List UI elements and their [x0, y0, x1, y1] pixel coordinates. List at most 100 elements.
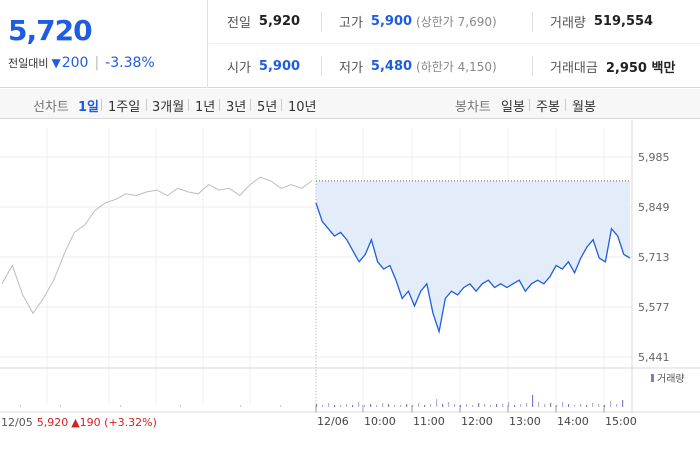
divider	[529, 99, 530, 111]
candle-daily[interactable]: 일봉	[501, 100, 525, 115]
divider	[281, 99, 282, 111]
volume-bar	[364, 405, 366, 407]
change-percent: -3.38%	[105, 55, 155, 71]
prev-day-date: 12/05	[1, 416, 33, 429]
volume-bar	[532, 395, 534, 407]
x-tick-label: 14:00	[557, 415, 589, 428]
period-1w[interactable]: 1주일	[108, 100, 141, 115]
x-tick-label: 13:00	[509, 415, 541, 428]
volume-bar	[496, 404, 498, 407]
volume-bar	[448, 402, 450, 407]
divider	[250, 99, 251, 111]
y-tick-label: 5,985	[638, 151, 670, 164]
divider	[146, 99, 147, 111]
stat-label: 전일	[227, 16, 251, 31]
volume-bar-prev	[240, 405, 241, 407]
period-10y[interactable]: 10년	[288, 100, 317, 115]
volume-bar	[556, 405, 558, 407]
divider	[219, 99, 220, 111]
volume-bar	[352, 405, 354, 407]
x-tick-label: 15:00	[605, 415, 637, 428]
period-3y[interactable]: 3년	[226, 100, 247, 115]
volume-bar	[358, 402, 360, 407]
volume-bar	[418, 403, 420, 407]
y-tick-label: 5,441	[638, 351, 670, 364]
stat-volume: 거래량 519,554	[550, 0, 653, 44]
price-chart[interactable]: 5,985 5,849 5,713 5,577 5,441 거래량 12/06 10:00 11…	[0, 120, 700, 450]
divider	[101, 99, 102, 111]
below-prev-close-fill	[316, 180, 630, 332]
x-tick-label: 12/06	[317, 415, 349, 428]
stats-row-2: 시가 5,900 저가 5,480 (하한가 4,150) 거래대금 2,950…	[209, 44, 700, 88]
stat-open: 시가 5,900	[227, 44, 300, 88]
period-1d[interactable]: 1일	[78, 100, 100, 115]
stat-label: 거래대금	[550, 60, 598, 76]
stat-value: 5,900	[258, 58, 301, 74]
volume-bar	[562, 402, 564, 407]
candle-chart-label: 봉차트	[455, 100, 491, 115]
candle-monthly[interactable]: 월봉	[572, 100, 596, 115]
stat-value: 5,480	[370, 58, 413, 74]
price-box: 5,720 전일대비 ▼ 200 | -3.38%	[0, 0, 208, 88]
prev-day-close: 5,920	[36, 416, 69, 429]
volume-bar	[412, 405, 414, 407]
divider	[532, 56, 533, 76]
volume-bar	[382, 403, 384, 407]
volume-bar	[472, 405, 474, 407]
x-tick-label: 10:00	[364, 415, 396, 428]
volume-bar	[400, 405, 402, 407]
volume-bar	[580, 404, 582, 407]
volume-bar	[592, 403, 594, 407]
volume-bar-prev	[20, 405, 21, 407]
volume-bar	[544, 404, 546, 407]
volume-bar	[442, 404, 444, 407]
upper-limit: (상한가 7,690)	[416, 15, 497, 29]
volume-bar	[622, 400, 624, 407]
stat-amount: 거래대금 2,950 백만	[550, 44, 675, 88]
volume-bar	[424, 405, 426, 407]
stat-value: 2,950 백만	[605, 60, 676, 76]
volume-bar	[328, 403, 330, 407]
volume-legend-swatch	[651, 374, 654, 382]
volume-bar	[388, 404, 390, 407]
stat-low: 저가 5,480 (하한가 4,150)	[339, 44, 497, 88]
divider	[321, 56, 322, 76]
stat-label: 시가	[227, 60, 251, 76]
price-line	[315, 202, 631, 335]
divider	[321, 12, 322, 32]
down-arrow-icon: ▼	[51, 56, 61, 70]
volume-bar	[538, 402, 540, 407]
volume-bar-prev	[60, 405, 61, 407]
x-tick-label: 11:00	[413, 415, 445, 428]
candle-weekly[interactable]: 주봉	[536, 100, 560, 115]
volume-bar	[406, 404, 408, 407]
quote-header: 5,720 전일대비 ▼ 200 | -3.38% 전일 5,920 고가 5,…	[0, 0, 700, 88]
stat-label: 고가	[339, 16, 363, 31]
prev-day-line	[1, 176, 313, 315]
period-3m[interactable]: 3개월	[152, 100, 185, 115]
volume-bar	[574, 405, 576, 407]
volume-bar	[370, 404, 372, 407]
volume-bar	[454, 404, 456, 407]
divider	[532, 12, 533, 32]
y-tick-label: 5,849	[638, 201, 670, 214]
volume-bar	[436, 399, 438, 407]
volume-bar	[460, 405, 462, 407]
period-1y[interactable]: 1년	[195, 100, 216, 115]
period-5y[interactable]: 5년	[257, 100, 278, 115]
stats-row-1: 전일 5,920 고가 5,900 (상한가 7,690) 거래량 519,55…	[209, 0, 700, 44]
lower-limit: (하한가 4,150)	[416, 59, 497, 74]
volume-bar	[376, 405, 378, 407]
stat-label: 거래량	[550, 16, 586, 31]
volume-bar	[610, 401, 612, 407]
price-change: 전일대비 ▼ 200 | -3.38%	[8, 55, 155, 71]
stat-value: 5,900	[370, 14, 413, 29]
quote-stats: 전일 5,920 고가 5,900 (상한가 7,690) 거래량 519,55…	[209, 0, 700, 88]
volume-bar-prev	[180, 405, 181, 407]
chart-toolbar: 선차트 1일 1주일 3개월 1년 3년 5년 10년 봉차트 일봉 주봉 월봉	[0, 89, 700, 119]
stat-prev-close: 전일 5,920	[227, 0, 300, 44]
volume-bar	[466, 404, 468, 407]
x-tick-label: 12:00	[461, 415, 493, 428]
change-label: 전일대비	[8, 57, 49, 70]
stat-value: 5,920	[258, 14, 301, 29]
